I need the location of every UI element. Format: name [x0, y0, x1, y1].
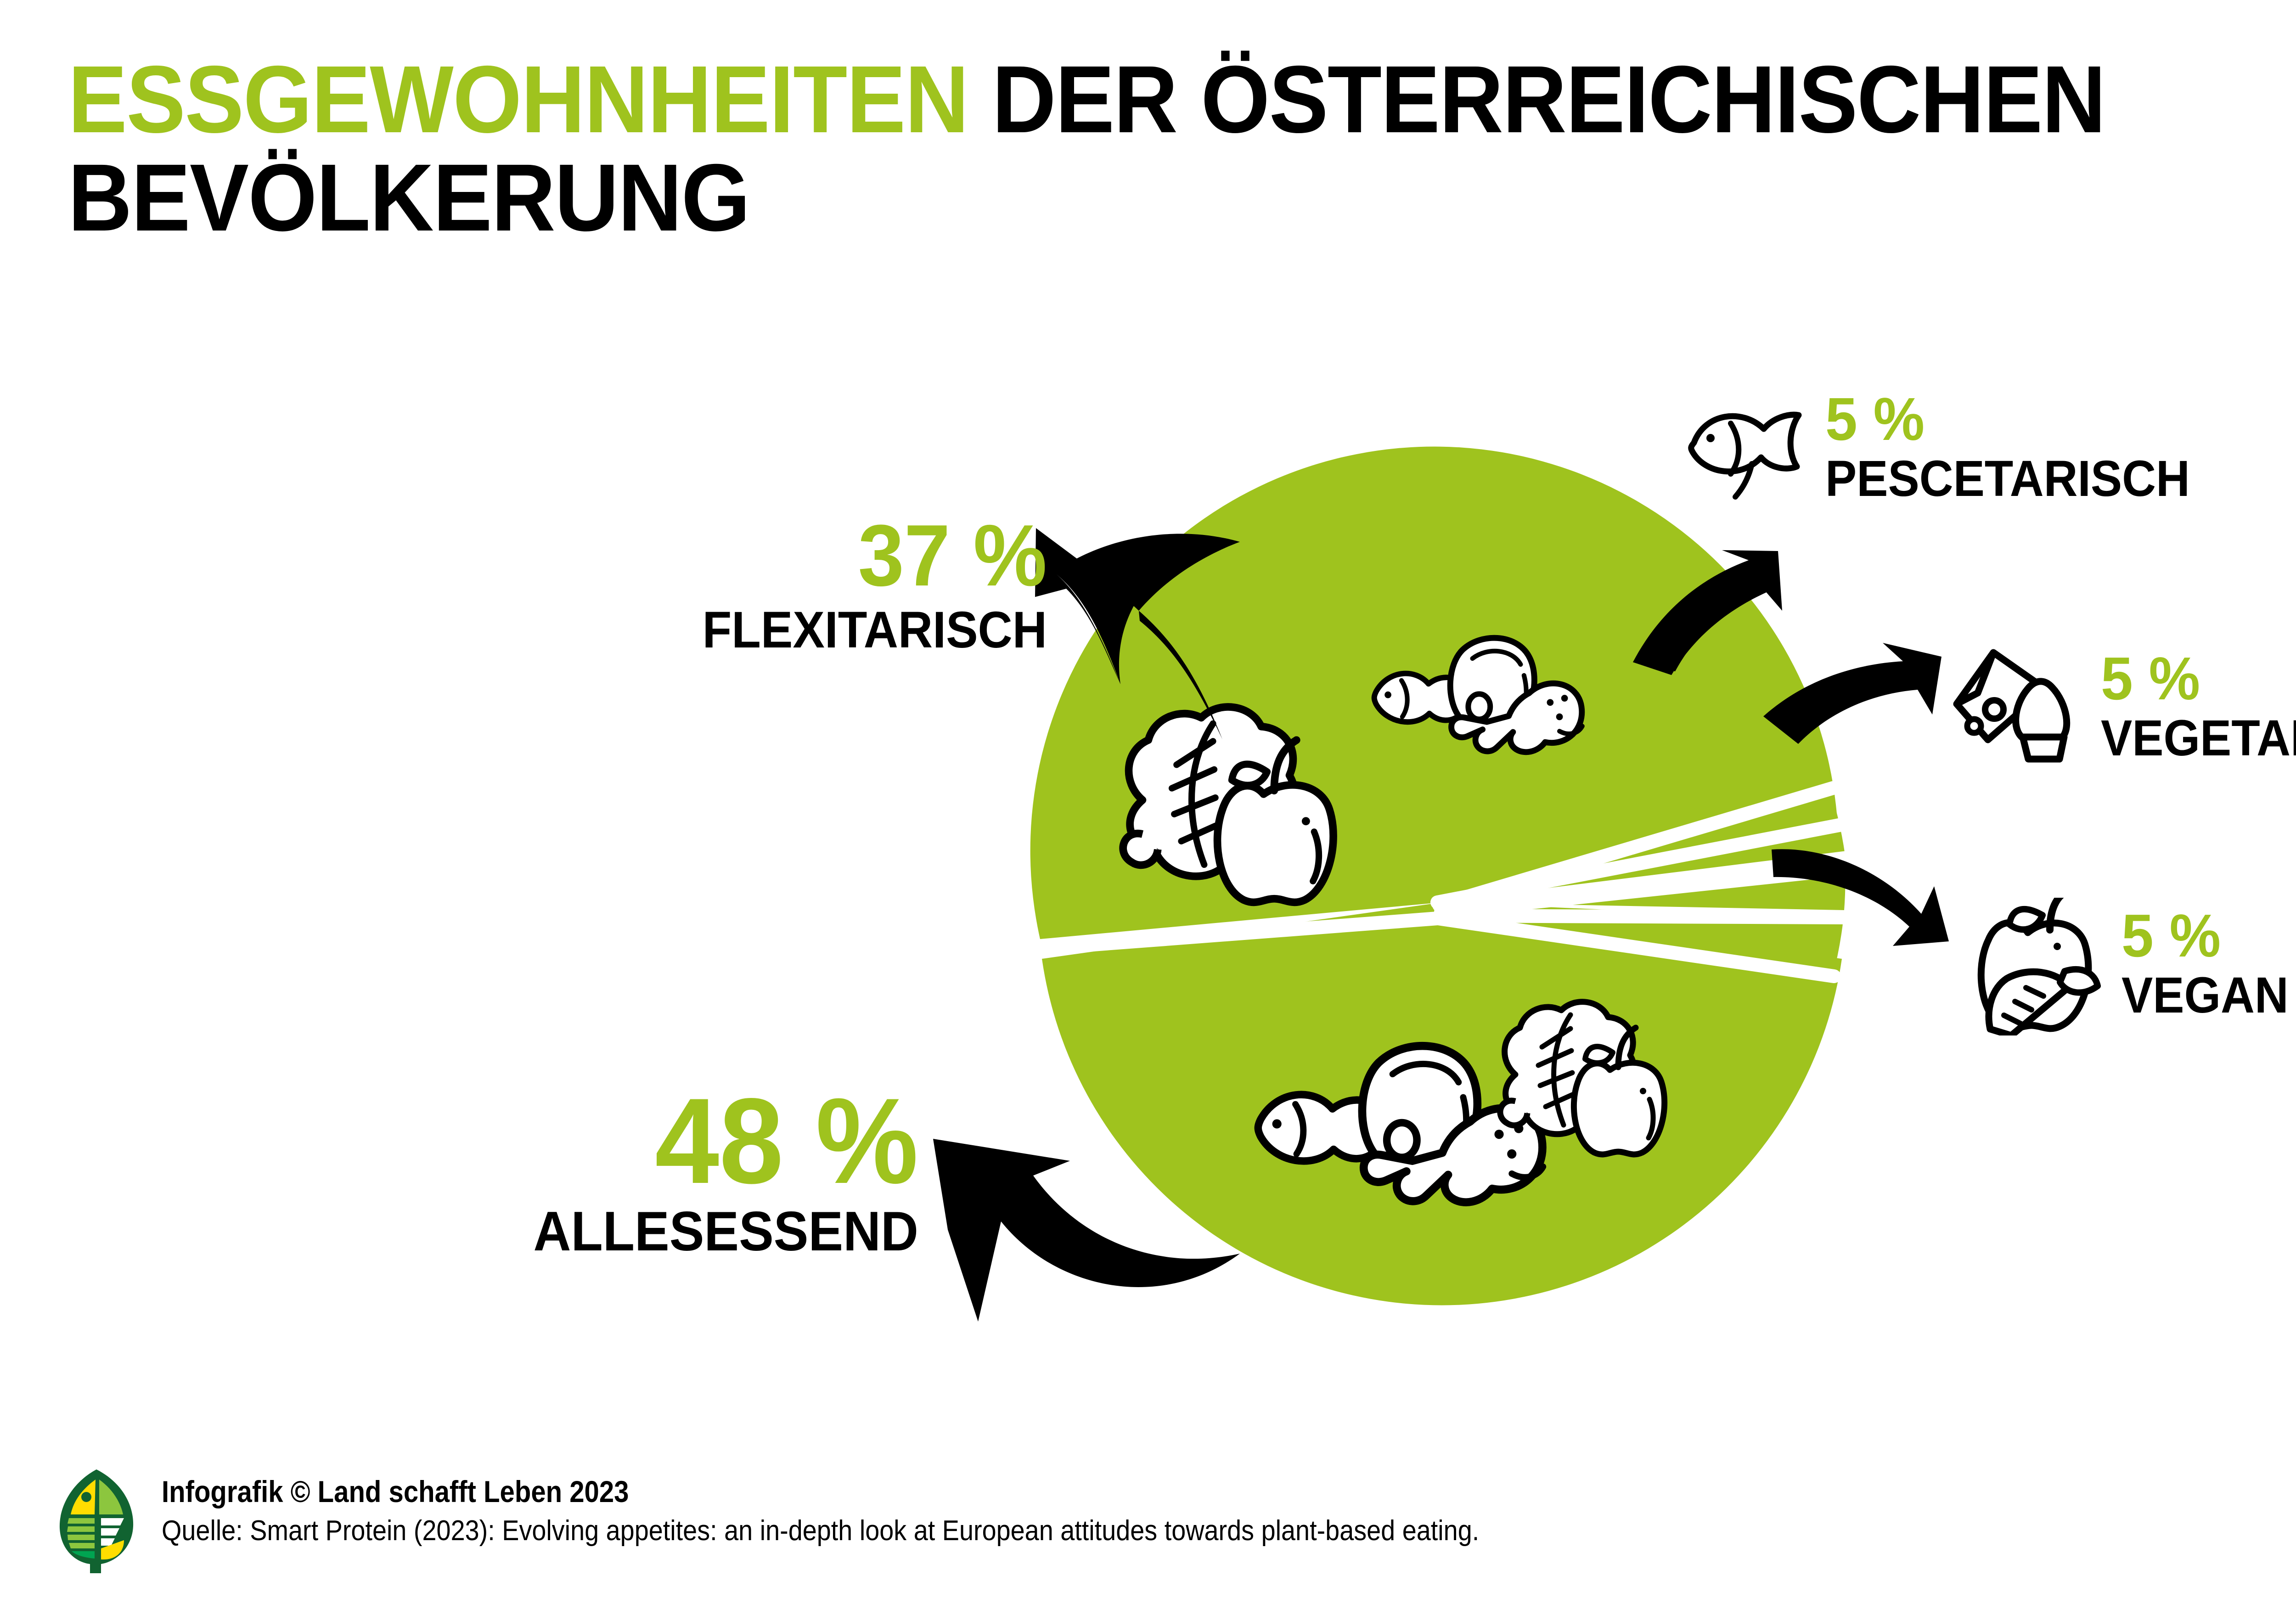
vegan-label: VEGAN — [2122, 967, 2289, 1024]
pescetarisch-label: PESCETARISCH — [1825, 450, 2190, 507]
footer-source: Quelle: Smart Protein (2023): Evolving a… — [162, 1514, 1480, 1547]
footer-text: Infografik © Land schafft Leben 2023 Que… — [162, 1474, 1626, 1547]
footer: Infografik © Land schafft Leben 2023 Que… — [55, 1465, 2296, 1584]
vegetarisch-label: VEGETARISCH — [2101, 710, 2296, 767]
apple-carrot-icon — [1977, 898, 2101, 1035]
allesessend-percent: 48 % — [655, 1073, 918, 1209]
callout-flexitarisch: 37 % FLEXITARISCH — [542, 507, 1047, 658]
title-highlight: ESSGEWOHNHEITEN — [68, 46, 969, 153]
callout-pescetarisch: 5 % PESCETARISCH — [1688, 385, 2217, 507]
callout-allesessend: 48 % ALLESESSEND — [404, 1073, 918, 1262]
footer-credit: Infografik © Land schafft Leben 2023 — [162, 1474, 629, 1508]
title-line-2: BEVÖLKERUNG — [68, 145, 750, 252]
cheese-egg-icon — [1953, 649, 2071, 763]
title-line-1: ESSGEWOHNHEITEN DER ÖSTERREICHISCHEN — [68, 51, 2296, 149]
page-title: ESSGEWOHNHEITEN DER ÖSTERREICHISCHEN BEV… — [68, 51, 2296, 252]
allesessend-label: ALLESESSEND — [533, 1199, 918, 1262]
pescetarisch-percent: 5 % — [1825, 385, 1925, 453]
flexitarisch-percent: 37 % — [858, 507, 1047, 604]
vegan-percent: 5 % — [2122, 902, 2221, 969]
flexitarisch-label: FLEXITARISCH — [702, 601, 1047, 658]
callout-vegetarisch: 5 % VEGETARISCH — [1953, 645, 2296, 767]
callout-vegan: 5 % VEGAN — [1977, 898, 2296, 1035]
pie-chart — [1030, 446, 1860, 1306]
vegetarisch-percent: 5 % — [2101, 645, 2200, 712]
fish-icon — [1688, 411, 1802, 500]
leaf-logo — [59, 1469, 134, 1573]
title-rest: DER ÖSTERREICHISCHEN — [968, 46, 2106, 153]
